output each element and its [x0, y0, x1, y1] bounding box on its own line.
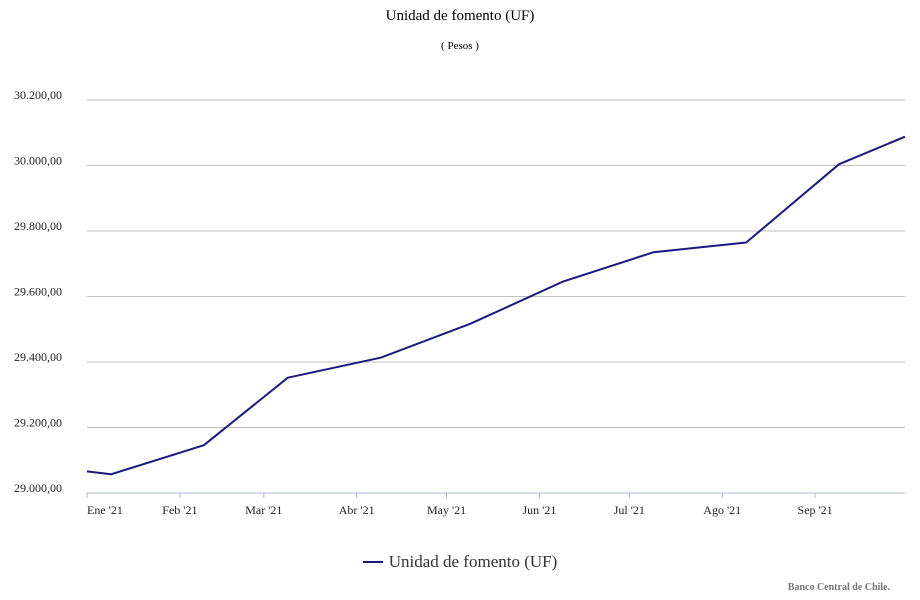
y-tick-label: 29.000,00	[14, 481, 62, 495]
x-tick-label: Feb '21	[162, 503, 197, 517]
y-tick-label: 29.600,00	[14, 285, 62, 299]
legend-swatch	[362, 561, 383, 563]
y-tick-label: 30.000,00	[14, 154, 62, 168]
x-tick-label: Abr '21	[339, 503, 375, 517]
x-tick-label: May '21	[427, 503, 466, 517]
credit-text: Banco Central de Chile.	[787, 582, 890, 593]
chart-subtitle: ( Pesos )	[441, 40, 479, 52]
legend[interactable]: Unidad de fomento (UF)	[0, 552, 920, 572]
y-axis: 29.000,00 29.200,00 29.400,00 29.600,00 29.8…	[14, 88, 62, 495]
series-layer	[86, 135, 906, 476]
y-tick-label: 30.200,00	[14, 88, 62, 102]
x-tick-label: Ago '21	[703, 503, 741, 517]
x-axis-ticks: Ene '21 Feb '21 Mar '21 Abr '21 May '21 Jun '…	[86, 493, 833, 517]
grid-lines	[87, 99, 905, 428]
x-tick-label: Jun '21	[523, 503, 557, 517]
x-tick-label: Jul '21	[614, 503, 645, 517]
legend-label: Unidad de fomento (UF)	[388, 552, 558, 571]
x-tick-label: Ene '21	[87, 503, 123, 517]
y-tick-label: 29.200,00	[14, 416, 62, 430]
y-tick-label: 29.400,00	[14, 350, 62, 364]
series-line	[86, 135, 906, 476]
x-tick-label: Mar '21	[245, 503, 282, 517]
chart-title: Unidad de fomento (UF)	[385, 8, 535, 24]
x-tick-label: Sep '21	[798, 503, 833, 517]
y-tick-label: 29.800,00	[14, 219, 62, 233]
